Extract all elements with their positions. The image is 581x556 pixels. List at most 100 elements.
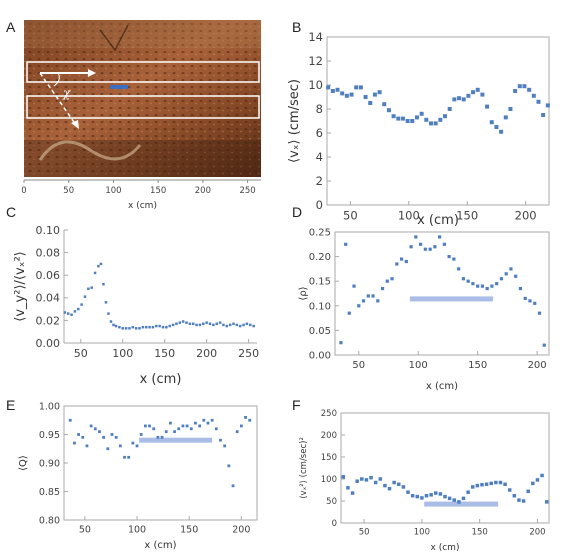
panel-a-tick-label: 0 <box>21 186 26 196</box>
plot-frame <box>63 405 258 521</box>
panel-label-b: B <box>292 19 301 35</box>
data-point <box>531 481 535 486</box>
data-point <box>498 480 503 485</box>
y-tick-label: 8 <box>316 102 323 116</box>
data-point <box>429 493 433 497</box>
data-point <box>175 322 178 326</box>
plot-frame <box>326 36 550 206</box>
data-point <box>504 272 508 276</box>
data-point <box>495 282 499 286</box>
data-point <box>397 482 401 487</box>
data-point <box>484 482 489 487</box>
y-axis-label: ⟨v_y²⟩/⟨vₓ²⟩ <box>13 251 28 321</box>
panel-label-a: A <box>6 19 16 35</box>
data-point <box>466 93 471 98</box>
data-point <box>148 325 151 329</box>
data-point <box>173 430 176 434</box>
data-point <box>77 307 80 311</box>
data-point <box>528 299 532 303</box>
data-point <box>202 418 206 422</box>
y-tick-label: 0.80 <box>39 515 60 526</box>
data-point <box>223 444 227 448</box>
data-point <box>419 111 424 116</box>
panel-d: D 50 100 150 200 0.00 0.05 0.10 0.15 0.20 0.25 x (c… <box>292 204 550 392</box>
data-point <box>503 482 507 487</box>
data-point <box>428 121 433 126</box>
data-point <box>340 91 345 96</box>
data-point <box>124 327 128 330</box>
data-point <box>155 324 158 328</box>
panel-a-xlabel: x (cm) <box>128 201 157 211</box>
data-point <box>447 107 452 111</box>
data-point <box>499 277 504 281</box>
data-point <box>401 485 406 489</box>
data-point <box>171 323 175 327</box>
data-point <box>112 323 115 327</box>
data-point <box>152 427 156 431</box>
data-point <box>382 102 387 107</box>
panel-f: F 50 100 150 200 0 50 100 150 200 250 x (cm) ⟨vₓ²⟩ (… <box>292 397 550 553</box>
data-point <box>194 421 197 425</box>
data-point <box>368 101 373 105</box>
data-point <box>98 430 101 434</box>
data-point <box>121 327 124 330</box>
data-point <box>512 493 517 498</box>
data-point <box>533 301 537 305</box>
panel-label-c: C <box>6 204 16 220</box>
panel-a-tick-label: 200 <box>195 186 211 196</box>
y-tick-label: 0.15 <box>309 277 331 288</box>
data-point <box>63 311 67 314</box>
ant-tunnel-photo: χ <box>24 20 261 177</box>
y-tick-label: 0.02 <box>36 314 61 327</box>
data-point <box>214 427 218 431</box>
data-point <box>123 455 126 459</box>
data-point <box>391 114 396 119</box>
data-point <box>466 279 470 283</box>
x-tick-label: 200 <box>196 347 217 360</box>
data-point <box>471 282 475 286</box>
data-point <box>358 85 363 90</box>
data-point <box>102 282 105 286</box>
data-point <box>352 284 356 288</box>
data-point <box>252 324 255 328</box>
y-tick-label: 0.10 <box>309 301 331 312</box>
data-point <box>222 323 225 327</box>
chi-symbol: χ <box>62 86 71 100</box>
data-point <box>443 114 448 119</box>
x-tick-label: 150 <box>154 347 175 360</box>
data-point <box>235 430 239 434</box>
data-point <box>89 424 93 428</box>
data-point <box>372 92 377 97</box>
data-point <box>80 303 83 306</box>
data-point <box>168 324 171 328</box>
data-point <box>185 424 189 428</box>
data-point <box>219 438 222 442</box>
data-point <box>161 325 165 329</box>
x-tick-label: 200 <box>232 525 250 536</box>
data-point <box>178 321 182 324</box>
data-point <box>164 430 168 434</box>
data-point <box>461 97 466 102</box>
data-point <box>181 424 185 428</box>
data-point <box>480 92 485 97</box>
data-point <box>447 496 452 501</box>
panel-a-tick-label: 250 <box>239 186 255 196</box>
data-point <box>494 480 498 485</box>
data-point <box>218 321 222 324</box>
data-point <box>110 433 114 436</box>
data-point <box>428 247 432 251</box>
data-point <box>386 108 391 113</box>
data-point <box>107 312 110 315</box>
data-point <box>109 320 113 323</box>
plot-frame <box>334 231 550 356</box>
data-point <box>141 325 145 329</box>
data-point <box>540 473 544 478</box>
y-tick-label: 0.04 <box>36 292 61 305</box>
y-tick-label: 0.90 <box>39 458 60 469</box>
x-axis-label: x (cm) <box>426 381 458 392</box>
data-point <box>188 322 192 326</box>
y-tick-label: 0.20 <box>309 252 331 263</box>
data-point <box>349 92 354 97</box>
panel-label-d: D <box>292 204 302 220</box>
data-point <box>202 322 205 326</box>
